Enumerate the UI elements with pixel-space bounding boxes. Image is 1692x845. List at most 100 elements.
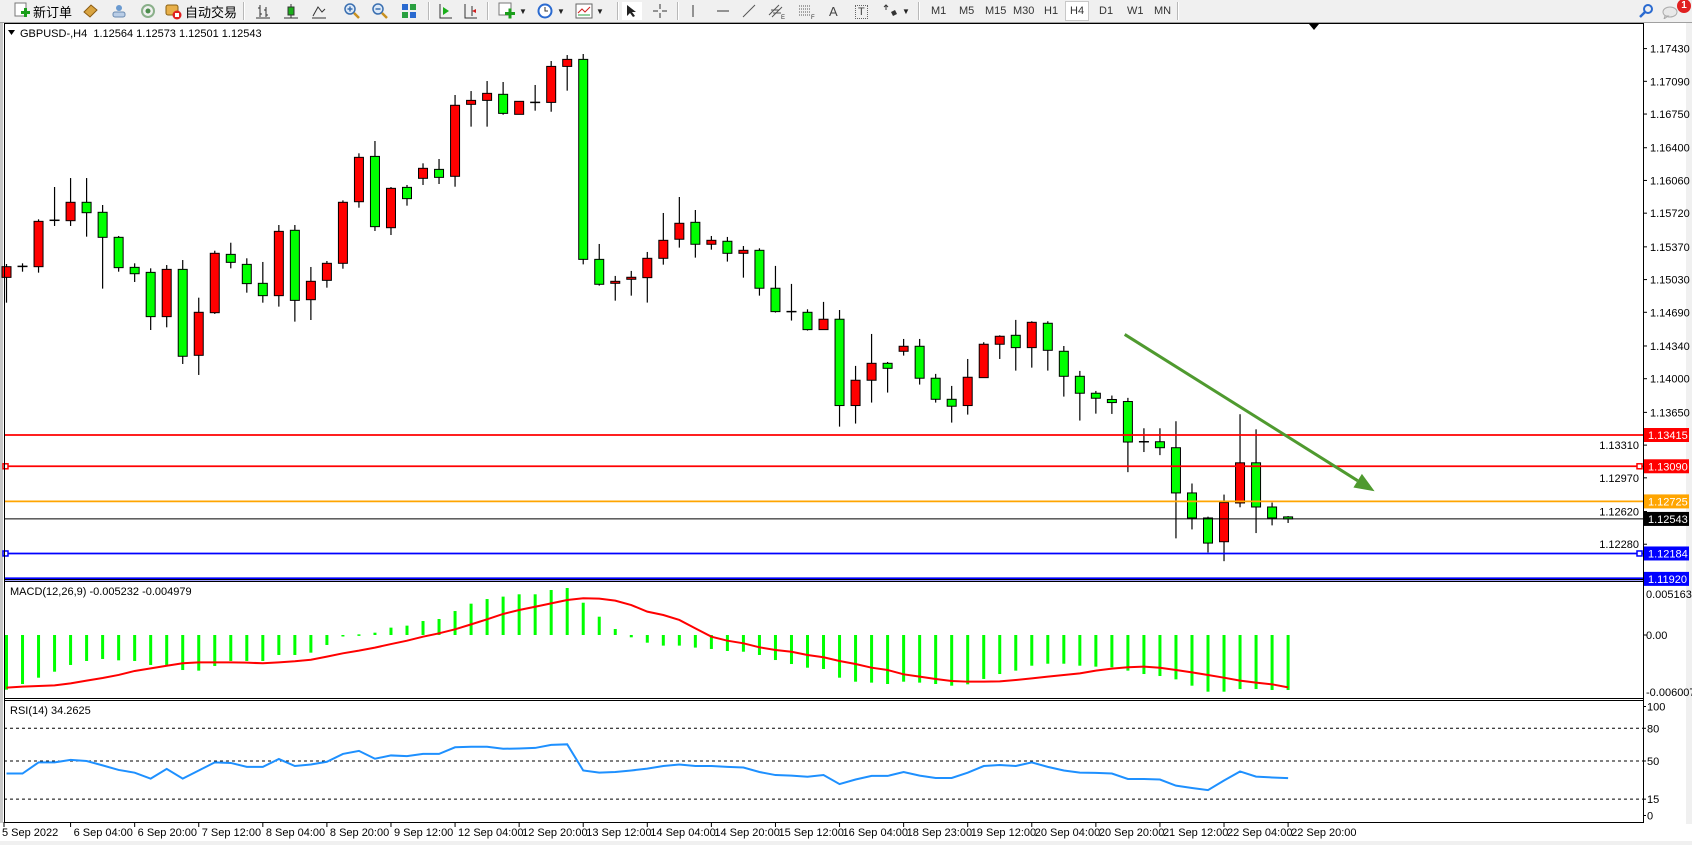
- new-order-button[interactable]: 新订单: [13, 2, 72, 20]
- bear-candle: [498, 93, 509, 114]
- price-tick-label: 1.17090: [1650, 76, 1690, 88]
- timeframe-m5[interactable]: M5: [959, 5, 975, 17]
- bear-candle: [930, 377, 941, 400]
- macd-histogram-bar: [1030, 635, 1034, 666]
- price-tick-label: 1.15030: [1650, 275, 1690, 287]
- candlestick-chart-button[interactable]: [283, 2, 299, 20]
- macd-histogram-bar: [389, 627, 393, 635]
- bull-candle: [161, 268, 172, 318]
- macd-histogram-bar: [1254, 635, 1258, 690]
- market-watch-button[interactable]: [82, 2, 98, 20]
- time-tick-label: 6 Sep 04:00: [74, 827, 133, 839]
- bull-candle: [866, 362, 877, 381]
- chevron-down-icon[interactable]: ▼: [596, 6, 604, 16]
- chevron-down-icon[interactable]: ▼: [902, 6, 910, 16]
- timeframe-w1[interactable]: W1: [1127, 5, 1144, 17]
- chart-frame: [4, 23, 1644, 823]
- signal-icon: [141, 4, 155, 18]
- macd-histogram-bar: [1206, 635, 1210, 692]
- price-tick-label: 1.12620: [1599, 507, 1639, 519]
- price-level-badge: [1644, 494, 1689, 509]
- text-tool-button[interactable]: A: [829, 3, 838, 19]
- timeframe-h4[interactable]: H4: [1065, 1, 1090, 21]
- line-chart-button[interactable]: [311, 2, 327, 20]
- bull-candle: [738, 249, 749, 254]
- cursor-tool-button[interactable]: [622, 2, 642, 20]
- macd-histogram-bar: [629, 635, 633, 638]
- macd-histogram-bar: [1174, 635, 1178, 680]
- macd-histogram-bar: [998, 635, 1002, 675]
- bull-candle: [642, 257, 653, 279]
- price-level-badge: [1644, 571, 1689, 586]
- indicators-button[interactable]: ▼: [498, 2, 527, 20]
- text-label-tool-button[interactable]: T: [855, 5, 868, 19]
- bear-candle: [402, 186, 412, 200]
- macd-histogram-bar: [645, 635, 649, 643]
- template-icon: [575, 3, 593, 19]
- timeframe-d1[interactable]: D1: [1099, 5, 1114, 17]
- arrows-tool-button[interactable]: ▼: [883, 2, 910, 20]
- zoom-in-button[interactable]: [343, 2, 361, 20]
- price-tick-label: 1.14340: [1650, 341, 1690, 353]
- timeframe-m15[interactable]: M15: [985, 5, 1007, 17]
- chart-shift-marker-icon[interactable]: [1309, 24, 1319, 30]
- data-window-button[interactable]: [111, 2, 127, 20]
- chart-shift-button[interactable]: [462, 2, 478, 20]
- rsi-axis-label: 80: [1647, 723, 1659, 735]
- search-button[interactable]: [1638, 2, 1654, 20]
- bull-candle: [1026, 321, 1037, 349]
- horizontal-line-tool-button[interactable]: [715, 2, 731, 20]
- messages-button[interactable]: [1661, 2, 1679, 20]
- signals-button[interactable]: [140, 2, 156, 20]
- tile-windows-button[interactable]: [401, 2, 417, 20]
- vertical-line-icon: [692, 5, 694, 17]
- macd-histogram-bar: [1286, 635, 1290, 691]
- timeframe-mn[interactable]: MN: [1154, 5, 1172, 17]
- macd-histogram-bar: [501, 596, 505, 635]
- bar-chart-button[interactable]: [255, 2, 271, 20]
- fibonacci-tool-button[interactable]: F: [798, 2, 816, 20]
- bull-candle: [514, 100, 525, 115]
- macd-histogram-bar: [245, 635, 249, 661]
- timeframe-h1[interactable]: H1: [1044, 5, 1059, 17]
- timeframe-m30[interactable]: M30: [1013, 5, 1035, 17]
- crosshair-icon: [653, 4, 667, 18]
- crosshair-tool-button[interactable]: [652, 2, 668, 20]
- periods-button[interactable]: ▼: [536, 2, 565, 20]
- bear-candle: [754, 249, 765, 289]
- bar-chart-icon: [256, 5, 270, 19]
- time-tick-label: 19 Sep 12:00: [971, 827, 1036, 839]
- macd-histogram-bar: [421, 621, 425, 635]
- vertical-line-tool-button[interactable]: [688, 2, 698, 20]
- autotrade-button[interactable]: 自动交易: [164, 2, 237, 20]
- notification-badge[interactable]: 1: [1677, 0, 1691, 13]
- zoom-in-icon: [344, 3, 360, 19]
- templates-button[interactable]: ▼: [575, 2, 604, 20]
- bear-candle: [914, 345, 925, 379]
- cursor-arrow-icon: [627, 5, 636, 17]
- bull-candle: [674, 222, 685, 240]
- bear-candle: [1090, 392, 1101, 399]
- macd-histogram-bar: [982, 635, 986, 679]
- auto-scroll-button[interactable]: [437, 2, 453, 20]
- price-tick-label: 1.13650: [1650, 407, 1690, 419]
- bull-candle: [193, 311, 204, 356]
- equidistant-channel-icon: E: [768, 4, 785, 19]
- bear-candle: [1267, 506, 1278, 519]
- macd-histogram-bar: [277, 635, 281, 655]
- chevron-down-icon[interactable]: ▼: [557, 6, 565, 16]
- macd-histogram-bar: [902, 635, 906, 682]
- price-level-badge: [1644, 428, 1689, 443]
- collapse-triangle-icon[interactable]: [8, 30, 15, 35]
- time-tick-label: 20 Sep 20:00: [1099, 827, 1164, 839]
- trendline-tool-button[interactable]: [741, 2, 757, 20]
- timeframe-m1[interactable]: M1: [931, 5, 947, 17]
- channel-tool-button[interactable]: E: [768, 2, 786, 20]
- macd-histogram-bar: [117, 635, 121, 661]
- zoom-out-button[interactable]: [371, 2, 389, 20]
- bull-candle: [898, 345, 909, 352]
- level-handle: [1636, 550, 1643, 557]
- toolbar-separator: [487, 2, 489, 20]
- chevron-down-icon[interactable]: ▼: [519, 6, 527, 16]
